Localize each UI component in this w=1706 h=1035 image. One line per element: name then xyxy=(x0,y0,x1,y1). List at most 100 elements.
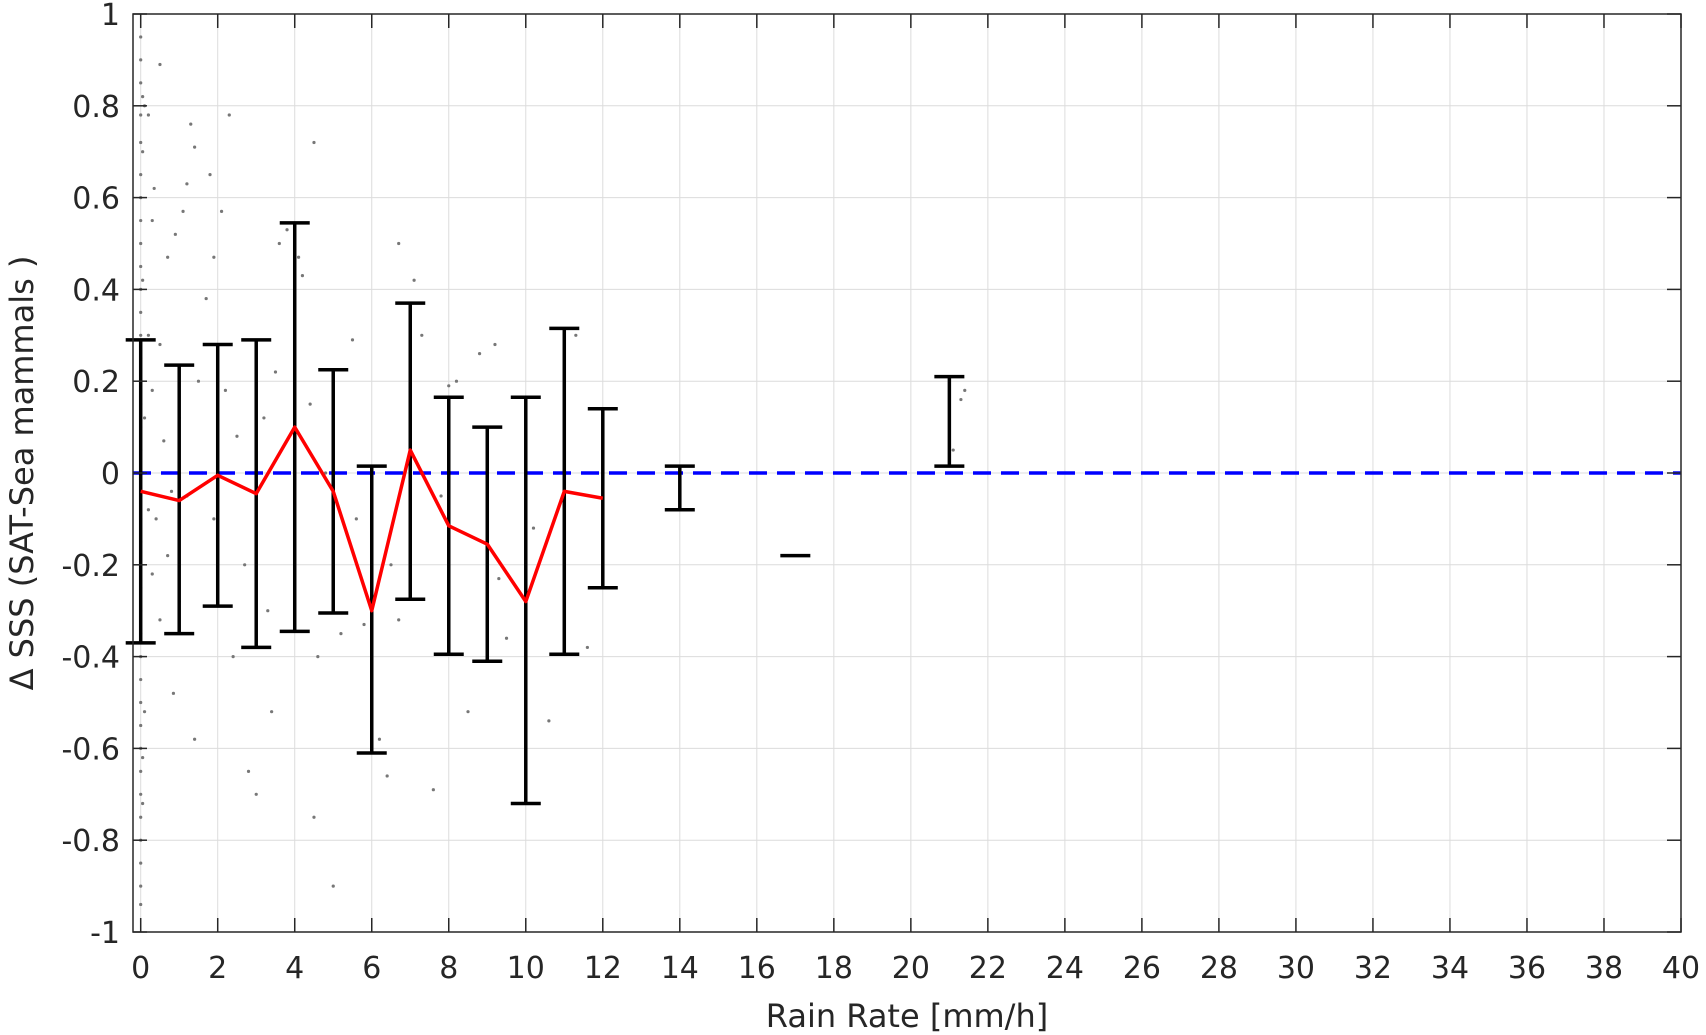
x-tick-label: 10 xyxy=(507,951,545,986)
scatter-point xyxy=(235,434,239,438)
scatter-point xyxy=(196,379,201,383)
scatter-point xyxy=(266,609,270,613)
scatter-point xyxy=(139,884,143,888)
x-tick-label: 8 xyxy=(439,951,458,986)
scatter-point xyxy=(141,150,145,154)
scatter-point xyxy=(193,737,197,741)
scatter-point xyxy=(420,333,424,337)
scatter-point xyxy=(227,113,231,117)
scatter-point xyxy=(447,384,451,388)
x-axis-label: Rain Rate [mm/h] xyxy=(766,997,1048,1035)
scatter-point xyxy=(150,218,154,223)
scatter-point xyxy=(141,801,145,806)
mean-line xyxy=(140,425,604,613)
scatter-point xyxy=(300,274,305,278)
scatter-point xyxy=(959,397,963,402)
scatter-point xyxy=(171,691,176,695)
scatter-point xyxy=(439,494,443,498)
scatter-point xyxy=(139,861,143,865)
scatter-point xyxy=(389,563,393,567)
scatter-point xyxy=(185,182,189,186)
scatter-point xyxy=(139,218,143,223)
scatter-point xyxy=(296,255,301,259)
scatter-point xyxy=(181,209,185,213)
scatter-point xyxy=(316,655,320,659)
scatter-point xyxy=(154,517,158,521)
scatter-point xyxy=(477,352,482,356)
scatter-point xyxy=(308,402,312,406)
scatter-point xyxy=(162,439,166,443)
scatter-point xyxy=(158,62,162,67)
scatter-point xyxy=(166,255,170,259)
scatter-point xyxy=(139,113,143,117)
scatter-point xyxy=(169,489,174,493)
scatter-point xyxy=(385,774,389,778)
scatter-point xyxy=(139,700,143,705)
scatter-point xyxy=(547,719,551,723)
scatter-point xyxy=(139,173,143,177)
scatter-point xyxy=(208,173,212,177)
x-tick-label: 6 xyxy=(362,951,381,986)
scatter-point xyxy=(142,416,147,420)
scatter-point xyxy=(951,448,955,452)
error-bar xyxy=(664,464,695,512)
y-tick-label: 0.8 xyxy=(72,90,120,125)
x-tick-label: 4 xyxy=(285,951,304,986)
x-tick-label: 38 xyxy=(1585,951,1623,986)
scatter-point xyxy=(139,677,143,682)
scatter-point xyxy=(431,788,435,792)
x-tick-labels: 0 2 4 6 8 10 12 14 16 18 20 22 24 26 28 30 32 34 36 38 40 xyxy=(131,951,1700,986)
x-tick-label: 14 xyxy=(661,951,699,986)
scatter-point xyxy=(139,792,143,796)
scatter-point xyxy=(139,769,143,773)
scatter-point xyxy=(139,140,143,145)
scatter-point xyxy=(141,95,145,99)
scatter-point xyxy=(397,241,401,246)
scatter-point xyxy=(141,755,145,760)
scatter-point xyxy=(273,370,278,374)
scatter-point xyxy=(150,572,154,576)
scatter-point xyxy=(146,333,151,337)
error-bar xyxy=(934,374,965,468)
scatter-point xyxy=(277,241,281,246)
scatter-point xyxy=(377,737,382,741)
y-tick-label: -0.8 xyxy=(61,824,120,859)
scatter-point xyxy=(223,388,228,392)
scatter-point xyxy=(504,636,509,640)
scatter-point xyxy=(350,338,355,342)
scatter-point xyxy=(454,379,459,383)
scatter-point xyxy=(139,723,143,728)
x-tick-label: 12 xyxy=(584,951,622,986)
scatter-point xyxy=(243,563,247,567)
scatter-point xyxy=(285,228,289,232)
x-tick-label: 28 xyxy=(1200,951,1238,986)
y-tick-label: 0.6 xyxy=(72,182,120,217)
scatter-point xyxy=(139,241,143,246)
y-axis-label: Δ SSS (SAT-Sea mammals ) xyxy=(3,256,41,691)
x-tick-label: 36 xyxy=(1508,951,1546,986)
scatter-point xyxy=(219,209,224,213)
x-tick-label: 0 xyxy=(131,951,150,986)
x-tick-label: 34 xyxy=(1431,951,1469,986)
scatter-point xyxy=(254,792,258,796)
y-tick-label: -0.2 xyxy=(61,549,120,584)
scatter-point xyxy=(139,333,143,337)
scatter-point xyxy=(246,769,251,773)
scatter-point xyxy=(531,526,536,530)
scatter-point xyxy=(158,618,162,622)
scatter-point xyxy=(152,186,156,191)
x-tick-label: 20 xyxy=(892,951,930,986)
x-tick-label: 18 xyxy=(815,951,853,986)
scatter-point xyxy=(189,122,193,126)
scatter-point xyxy=(585,645,589,650)
scatter-point xyxy=(139,81,143,85)
scatter-point xyxy=(212,517,216,521)
scatter-point xyxy=(146,508,151,512)
y-tick-label: 0 xyxy=(101,457,120,492)
y-tick-label: -1 xyxy=(90,916,120,951)
scatter-point xyxy=(312,140,316,145)
y-tick-labels: 1 0.8 0.6 0.4 0.2 0 -0.2 -0.4 -0.6 -0.8 -1 xyxy=(61,0,120,951)
scatter-point xyxy=(193,145,197,149)
scatter-point xyxy=(354,517,358,521)
